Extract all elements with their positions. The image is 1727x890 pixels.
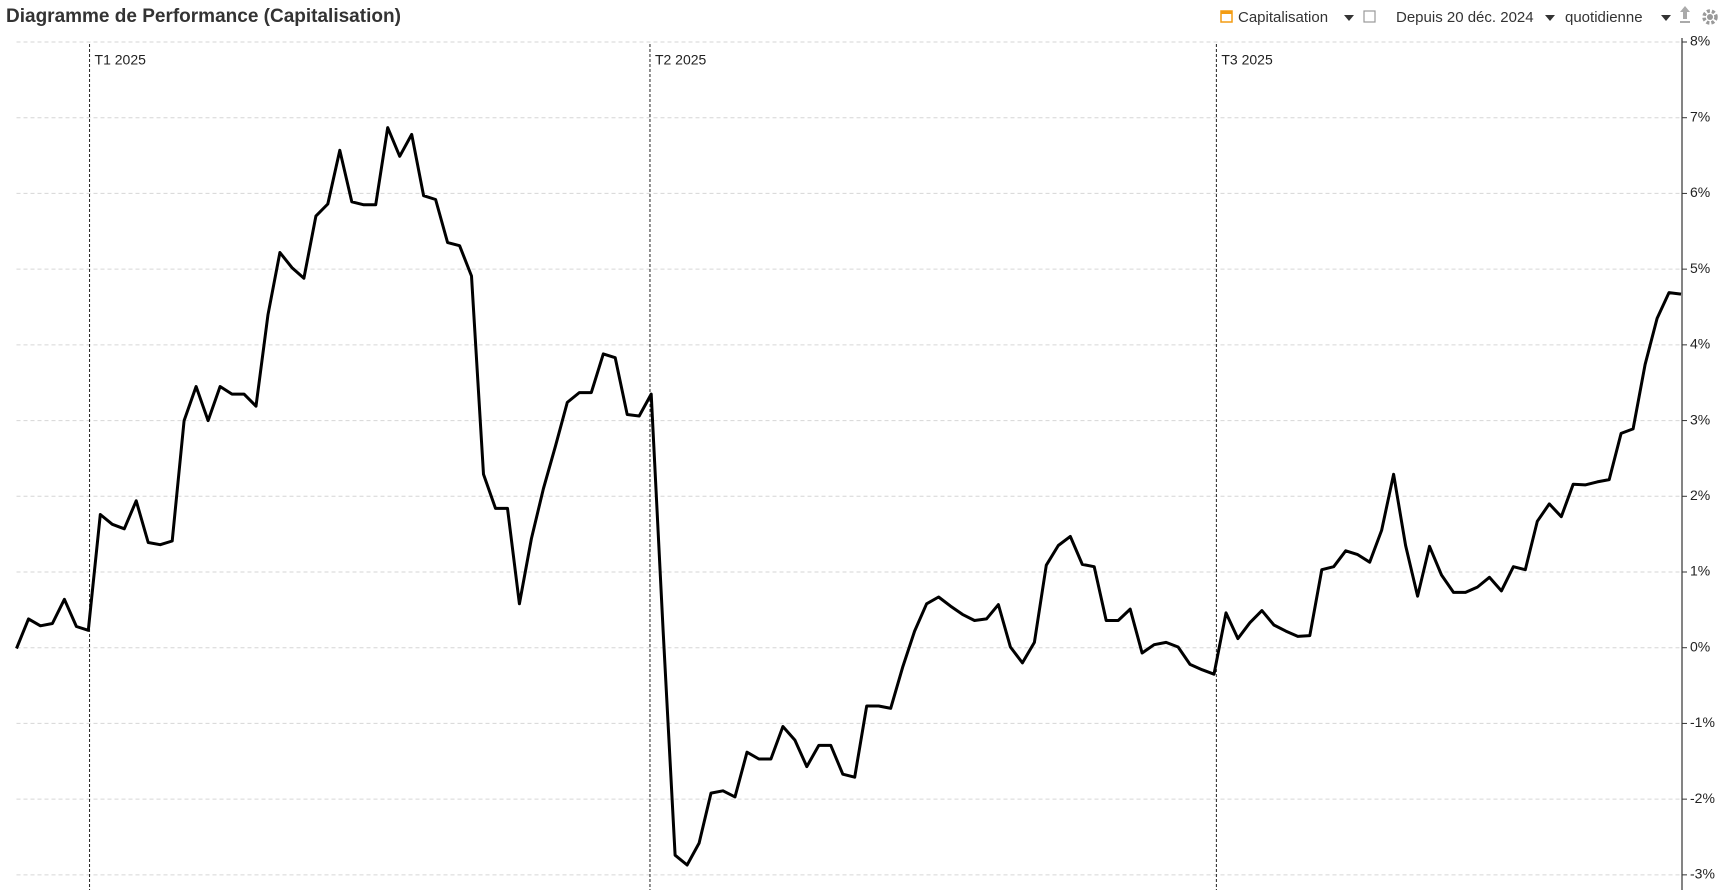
x-tick-label: T2 2025: [655, 52, 707, 68]
export-icon[interactable]: [1680, 6, 1690, 23]
dropdown-arrow[interactable]: [1661, 15, 1671, 21]
dropdown-arrow[interactable]: [1344, 15, 1354, 21]
series-selector[interactable]: Capitalisation: [1238, 9, 1328, 26]
y-tick-label: 6%: [1690, 184, 1710, 200]
y-tick-label: 0%: [1690, 638, 1710, 654]
y-tick-label: 4%: [1690, 336, 1710, 352]
y-tick-label: -3%: [1690, 866, 1715, 882]
x-tick-label: T3 2025: [1221, 52, 1273, 68]
x-tick-label: T1 2025: [95, 52, 147, 68]
settings-icon[interactable]: [1702, 9, 1718, 25]
y-tick-label: 2%: [1690, 487, 1710, 503]
y-tick-label: 3%: [1690, 411, 1710, 427]
y-tick-label: 7%: [1690, 108, 1710, 124]
y-tick-label: 5%: [1690, 260, 1710, 276]
frequency-selector[interactable]: quotidienne: [1565, 9, 1643, 26]
y-tick-label: -1%: [1690, 714, 1715, 730]
compare-icon[interactable]: [1363, 10, 1376, 23]
y-tick-label: 1%: [1690, 563, 1710, 579]
period-selector[interactable]: Depuis 20 déc. 2024: [1396, 9, 1534, 26]
performance-line: [15, 126, 1682, 867]
y-tick-label: 8%: [1690, 33, 1710, 49]
chart-title: Diagramme de Performance (Capitalisation…: [6, 6, 401, 27]
toolbar: Capitalisation Depuis 20 déc. 2024 quoti…: [1220, 6, 1718, 26]
y-tick-label: -2%: [1690, 790, 1715, 806]
dropdown-arrow[interactable]: [1545, 15, 1555, 21]
settings-icon-core[interactable]: [1707, 14, 1713, 20]
